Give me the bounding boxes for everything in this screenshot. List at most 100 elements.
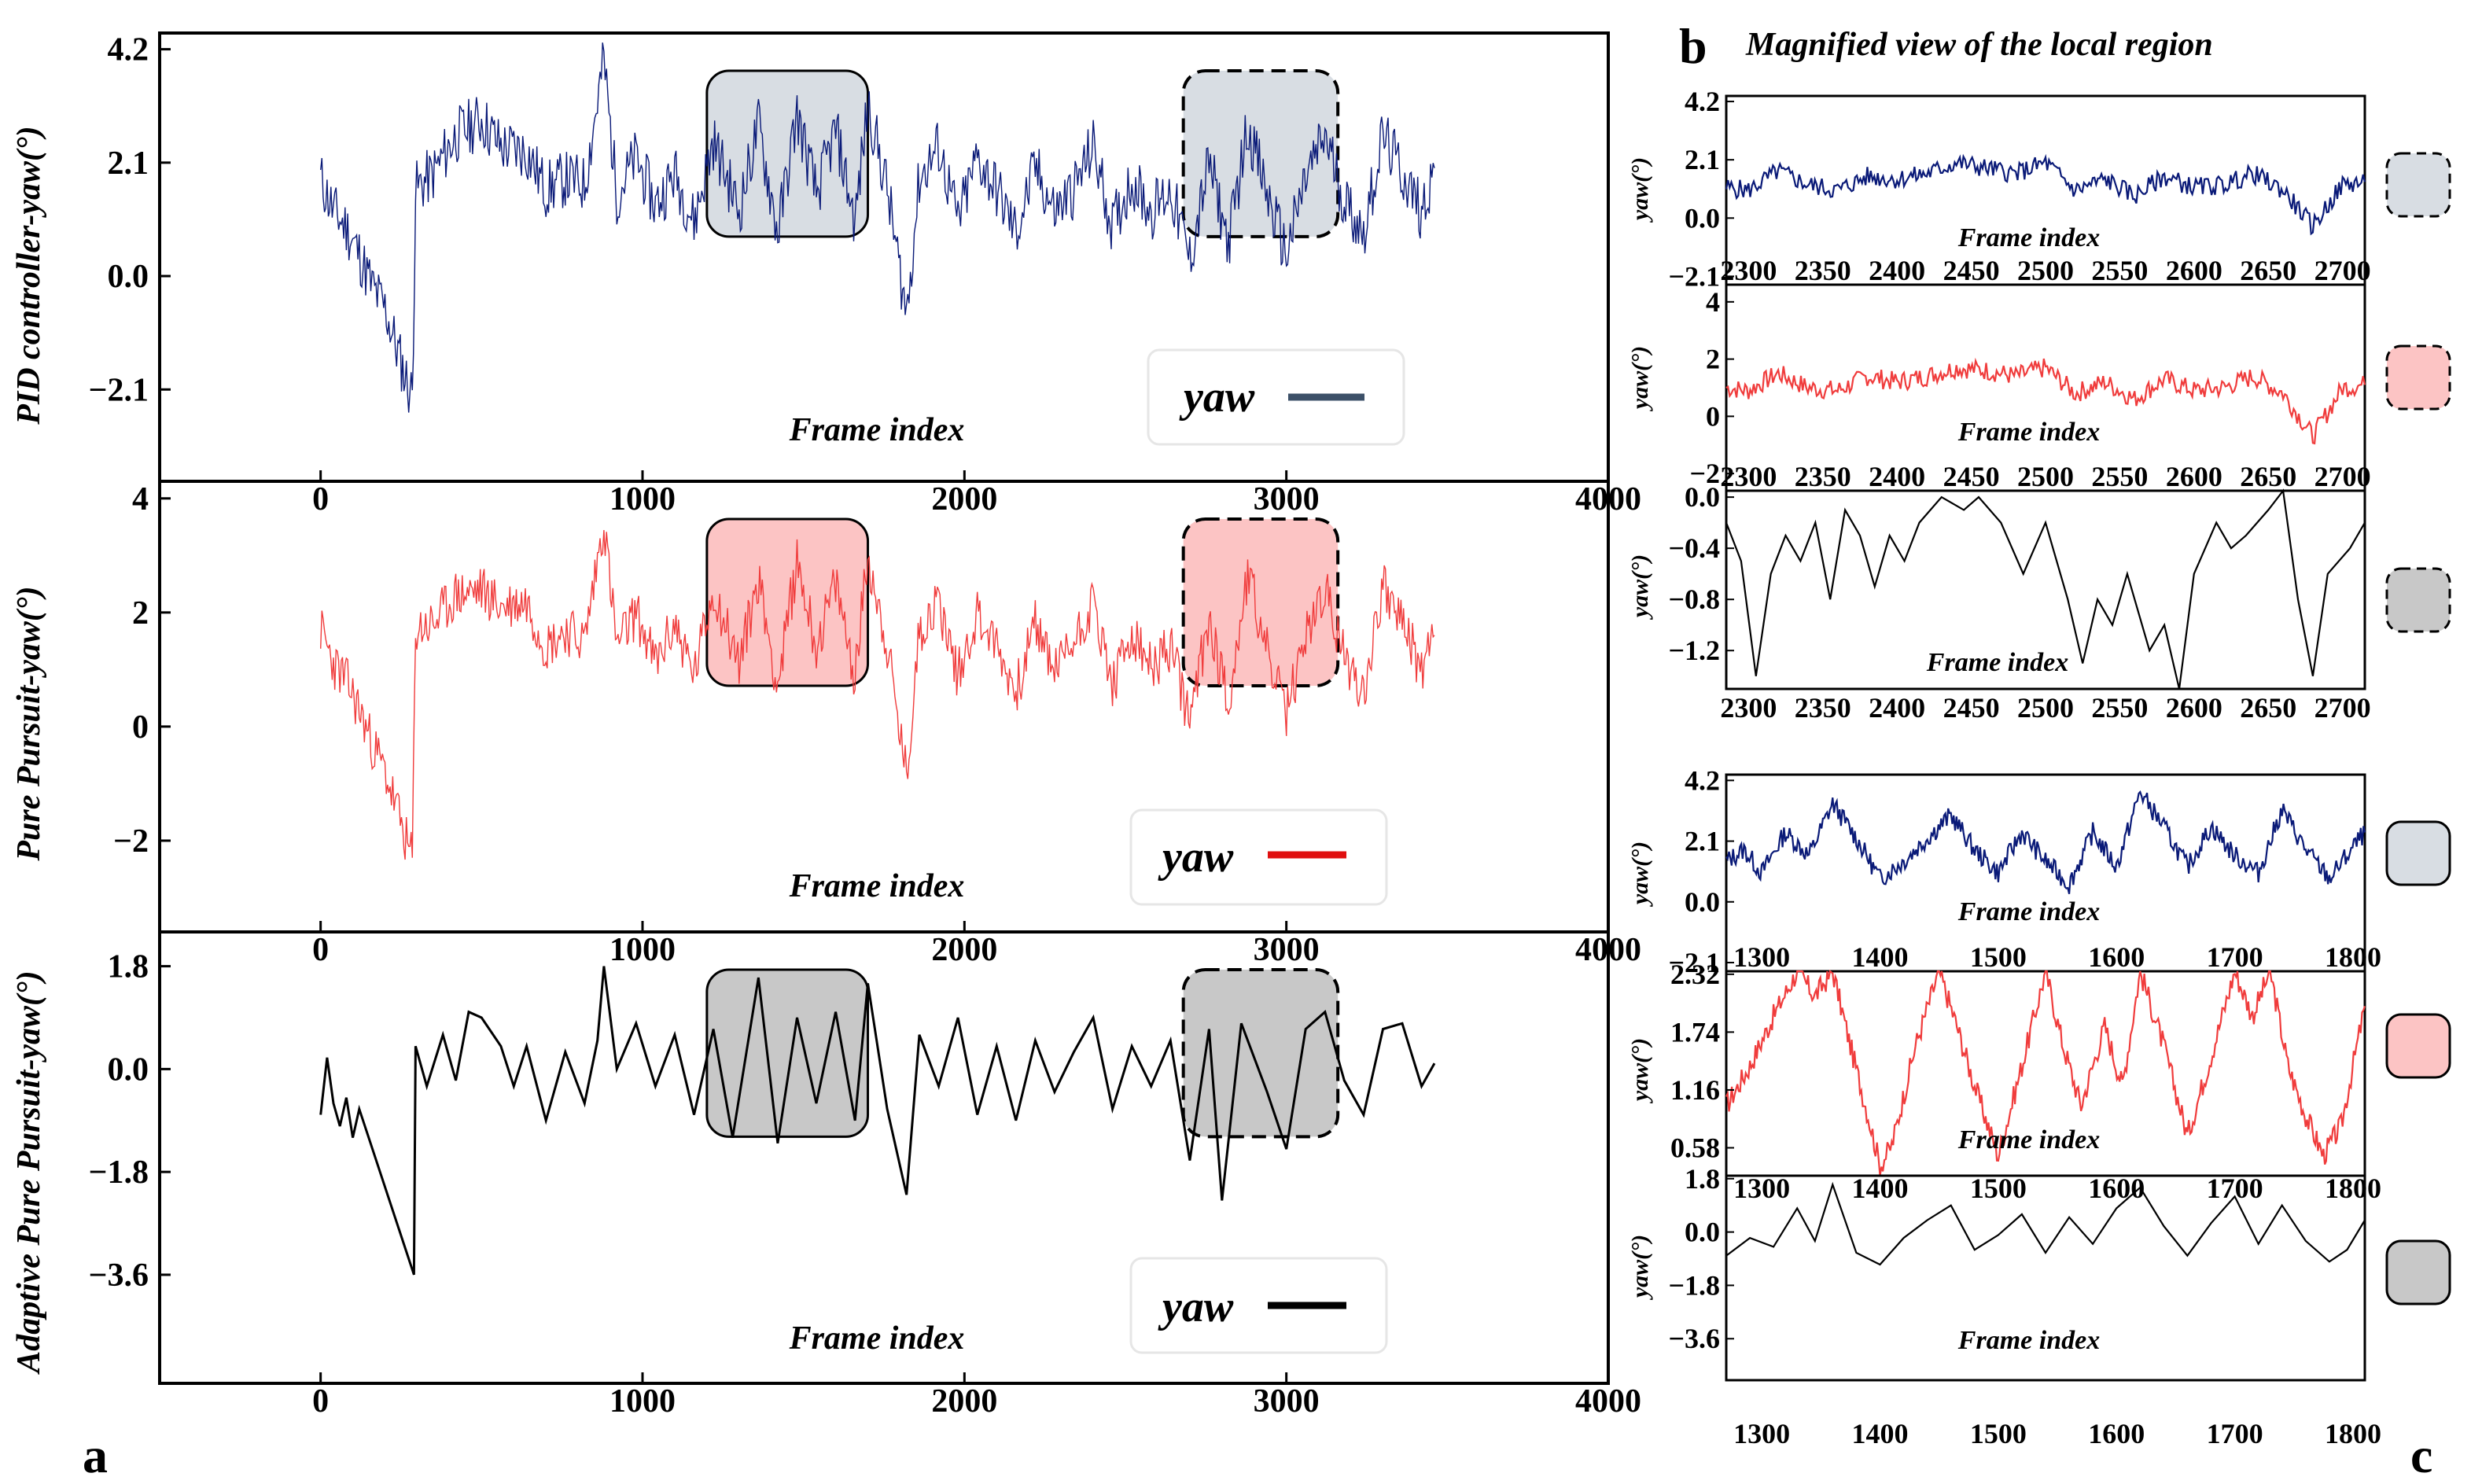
- series-line-yaw: [319, 966, 1436, 1276]
- chart-c2: 2.32 1.74 1.16 0.58 yaw(°) Frame index: [1627, 959, 2366, 1177]
- x-tick-label: 3000: [1254, 481, 1320, 517]
- x-tick-label: 4000: [1575, 1383, 1641, 1420]
- y-tick-label: 2.1: [1685, 144, 1720, 175]
- chart-adaptive-main: 1.8 0.0 −1.8 −3.6 0 1000 2000 3000 4000 Adaptive…: [11, 930, 1641, 1420]
- b1-plot: 4.2 2.1 0.0 −2.1 2300 2350 2400 2450 2500 2550 260…: [1668, 86, 2370, 292]
- chart-b2: 4 2 0 −2 2300 2350 2400 2450 2500 2550 2600 2650 270…: [1627, 283, 2371, 492]
- b2-ylabel: yaw(°): [1627, 346, 1653, 411]
- y-tick-label: 4.2: [108, 32, 149, 68]
- y-tick-label: 0.0: [1685, 1217, 1720, 1248]
- x-tick-label: 2650: [2240, 255, 2296, 286]
- b3-ylabel: yaw(°): [1627, 554, 1653, 620]
- c1-plot: 4.2 2.1 0.0 −2.1 1300 1400 1500 1600 1700 1800: [1668, 764, 2381, 978]
- x-tick-label: 1600: [2088, 941, 2145, 973]
- pure-main-ylabel: Pure Pursuit-yaw(°): [11, 586, 47, 861]
- y-tick-label: −2.1: [1668, 947, 1720, 978]
- legend-adaptive-box: [1129, 1257, 1388, 1354]
- y-tick-label: −3.6: [1668, 1323, 1720, 1354]
- x-tick-label: 2400: [1869, 461, 1925, 492]
- y-tick-label: −1.2: [1668, 635, 1720, 666]
- x-tick-label: 0: [312, 481, 329, 517]
- y-tick-label: 0.0: [108, 259, 149, 295]
- c2-ylabel: yaw(°): [1627, 1038, 1653, 1103]
- x-tick-label: 3000: [1254, 932, 1320, 968]
- pid-main-xlabel: Frame index: [789, 412, 965, 448]
- x-tick-label: 2500: [2017, 255, 2074, 286]
- pid-main-ylabel: PID controller-yaw(°): [11, 126, 47, 425]
- y-tick-label: 1.8: [1685, 1163, 1720, 1195]
- y-tick-label: −2: [1689, 458, 1720, 489]
- x-tick-label: 1700: [2207, 941, 2263, 973]
- y-tick-label: −1.8: [89, 1154, 149, 1191]
- x-tick-label-top: 1600: [2088, 1173, 2145, 1204]
- y-tick-label: −0.8: [1668, 584, 1720, 615]
- x-tick-label: 2000: [931, 1383, 997, 1420]
- x-tick-label: 1300: [1733, 941, 1790, 973]
- chart-c3: 1.8 0.0 −1.8 −3.6 1300 1400 1500 1600 1700 1800 13…: [1627, 1163, 2381, 1449]
- c1-frame: [1725, 773, 2366, 973]
- adaptive-main-xlabel: Frame index: [789, 1320, 965, 1357]
- highlight-box-dashed: [1181, 517, 1340, 688]
- y-tick-label: −2: [113, 823, 149, 860]
- b1-ylabel: yaw(°): [1627, 157, 1653, 223]
- pid-main-plot: 4.22.10.0−2.10 1000 2000 3000 4000: [89, 32, 1641, 517]
- y-tick-label: 2: [1706, 344, 1720, 375]
- x-tick-label: 2600: [2166, 255, 2222, 286]
- b3-frame: [1725, 489, 2366, 690]
- x-tick-label: 2000: [931, 481, 997, 517]
- x-tick-label: 1400: [1851, 941, 1908, 973]
- y-tick-label: 4: [1706, 286, 1720, 318]
- side-swatch: [2385, 1013, 2451, 1079]
- x-tick-label: 1500: [1970, 1418, 2027, 1449]
- series-line-yaw: [1725, 970, 2366, 1177]
- c2-xlabel: Frame index: [1957, 1125, 2100, 1154]
- highlight-box-dashed: [1181, 968, 1340, 1139]
- x-tick-label: 2450: [1943, 255, 2000, 286]
- y-tick-label: 4: [132, 481, 149, 517]
- legend-pure-box: [1129, 808, 1388, 906]
- x-tick-label: 2300: [1720, 255, 1777, 286]
- legend-adaptive-label: yaw: [1158, 1283, 1234, 1331]
- highlight-box-solid: [705, 517, 870, 687]
- b1-xlabel: Frame index: [1957, 223, 2100, 252]
- x-tick-label: 2550: [2091, 461, 2148, 492]
- x-tick-label-top: 1500: [1970, 1173, 2027, 1204]
- y-tick-label: 4.2: [1685, 764, 1720, 796]
- side-swatch: [2385, 344, 2451, 411]
- series-line-yaw: [1725, 1181, 2366, 1266]
- y-tick-label: 0: [1706, 400, 1720, 432]
- y-tick-label: 2.1: [1685, 826, 1720, 857]
- series-line-yaw: [1725, 153, 2366, 236]
- chart-pid-main: 4.22.10.0−2.10 1000 2000 3000 4000 PID contr…: [11, 31, 1641, 517]
- highlight-box-solid: [705, 69, 870, 238]
- x-tick-label: 1800: [2325, 941, 2381, 973]
- x-tick-label: 2650: [2240, 692, 2296, 724]
- x-tick-label-top: 1800: [2325, 1173, 2381, 1204]
- x-tick-label: 1700: [2207, 1418, 2263, 1449]
- pure-main-frame: [158, 480, 1610, 933]
- x-tick-label: 1800: [2325, 1418, 2381, 1449]
- pure-main-plot: 420−20 1000 2000 3000 4000: [113, 481, 1641, 968]
- x-tick-label: 2600: [2166, 692, 2222, 724]
- x-tick-label: 2300: [1720, 461, 1777, 492]
- y-tick-label: 2.1: [108, 145, 149, 182]
- b3-xlabel: Frame index: [1926, 648, 2068, 677]
- y-tick-label: 0.0: [1685, 202, 1720, 234]
- x-tick-label: 2500: [2017, 692, 2074, 724]
- y-tick-label: 1.16: [1670, 1074, 1720, 1106]
- side-swatch: [2385, 152, 2451, 218]
- x-tick-label: 1600: [2088, 1418, 2145, 1449]
- x-tick-label: 0: [312, 932, 329, 968]
- side-swatch: [2385, 820, 2451, 886]
- legend-pure: yaw: [1129, 808, 1388, 906]
- x-tick-label: 2300: [1720, 692, 1777, 724]
- x-tick-label: 1000: [609, 932, 676, 968]
- x-tick-label: 2450: [1943, 461, 2000, 492]
- c3-plot: 1.8 0.0 −1.8 −3.6 1300 1400 1500 1600 1700 1800 13…: [1668, 1163, 2381, 1449]
- x-tick-label: 2350: [1795, 461, 1851, 492]
- x-tick-label: 1400: [1851, 1418, 1908, 1449]
- x-tick-label: 2700: [2314, 255, 2371, 286]
